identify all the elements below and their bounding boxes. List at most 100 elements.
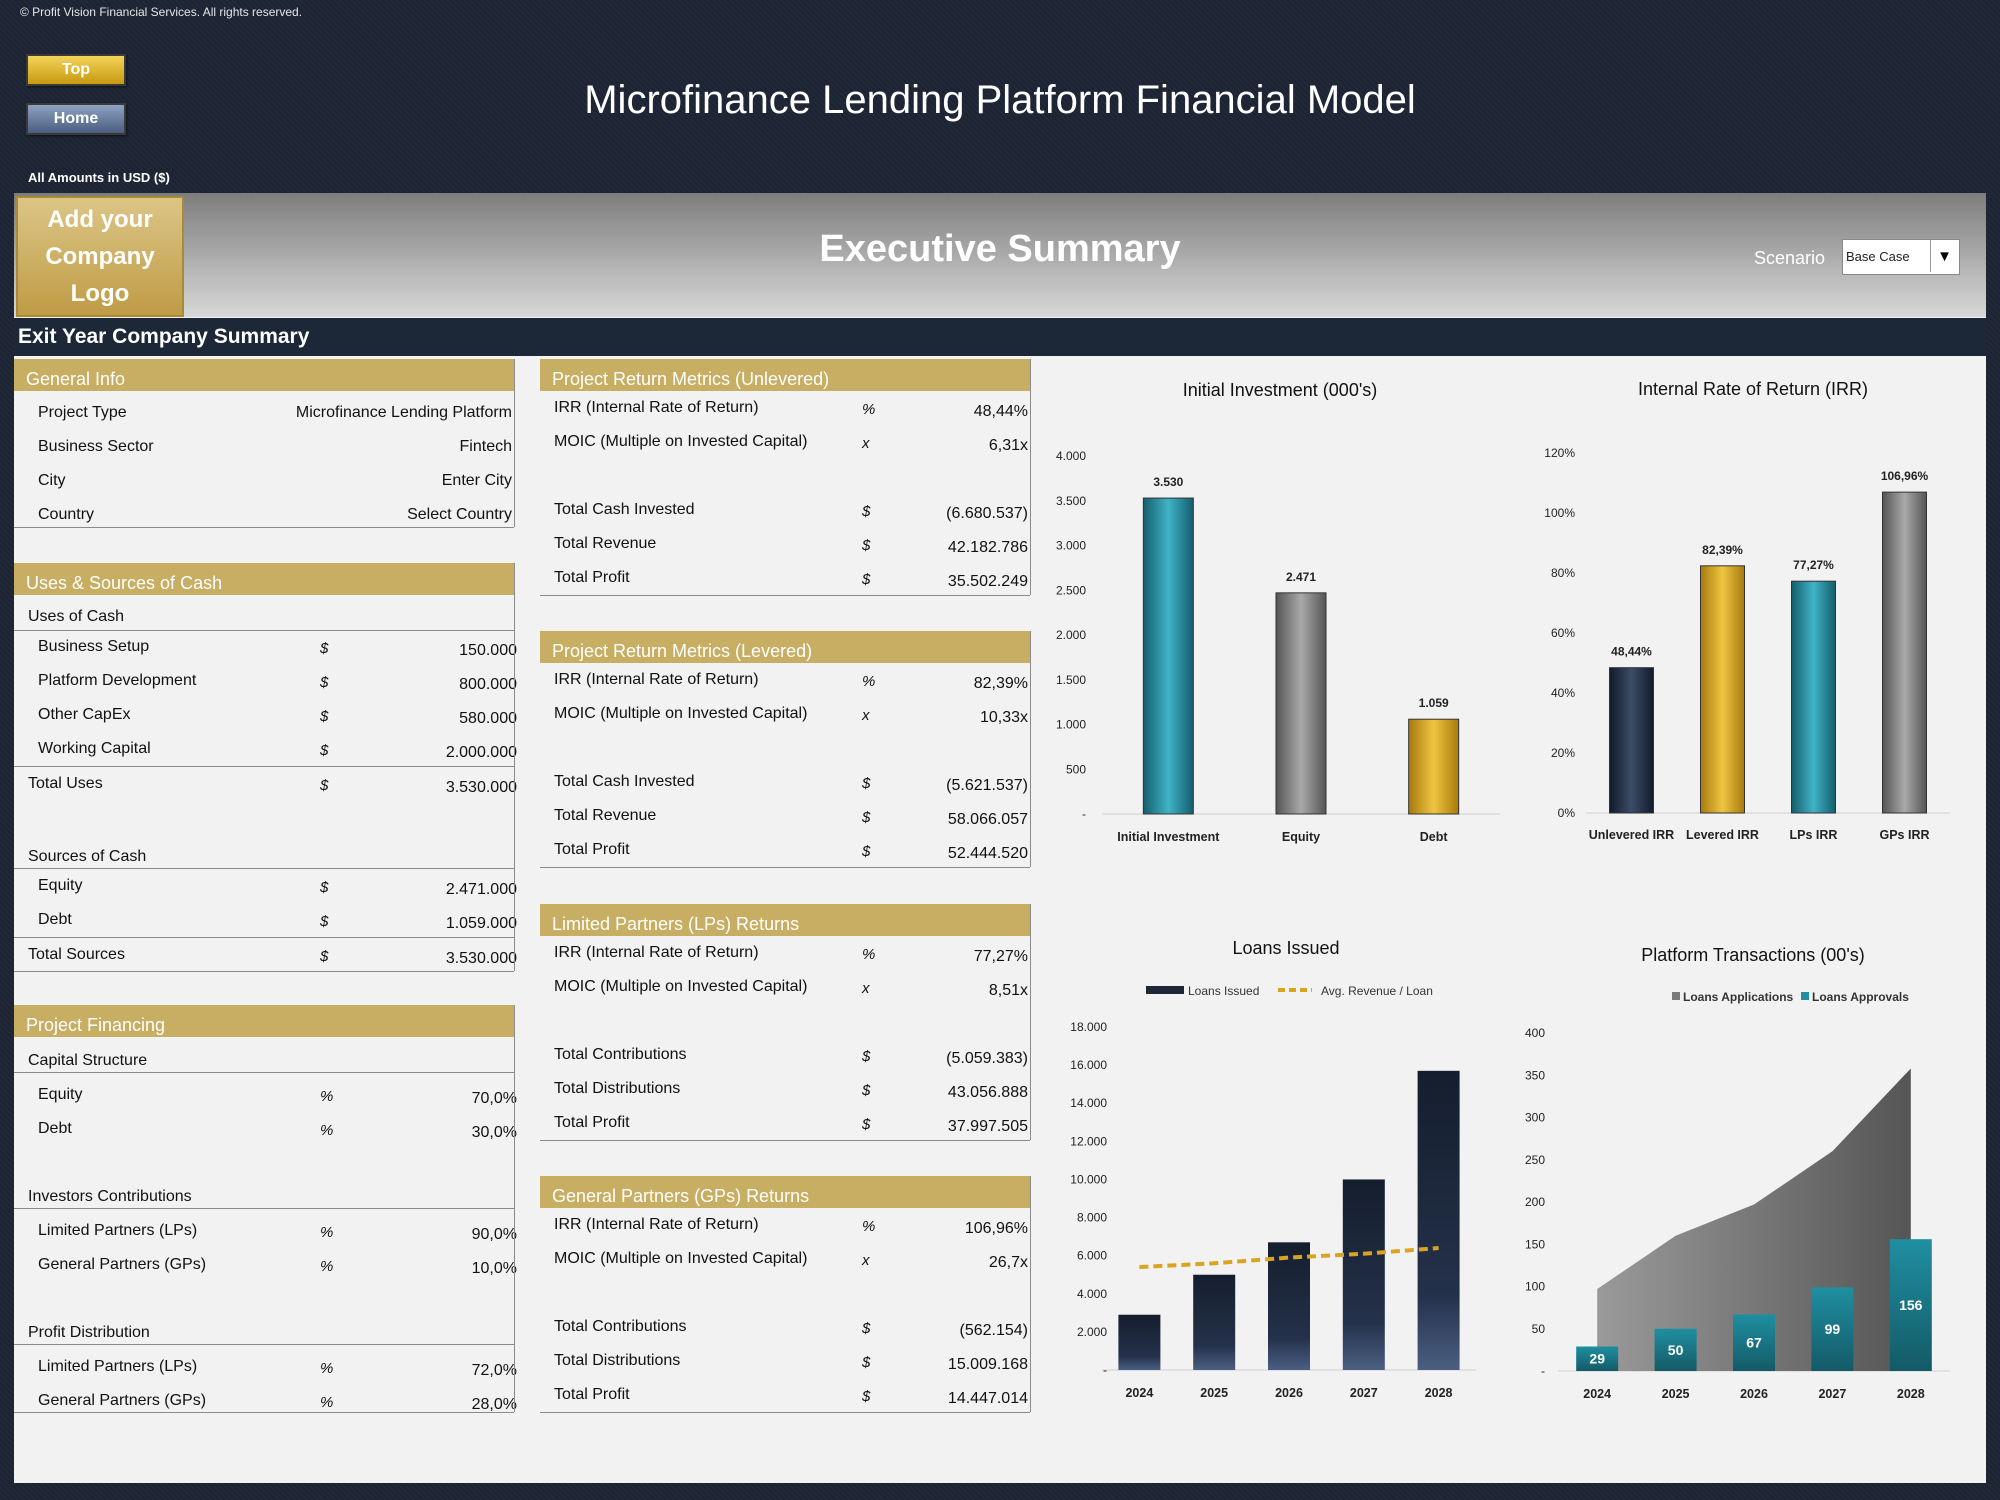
uses-sources-header: Uses & Sources of Cash — [14, 563, 514, 595]
divider-line — [14, 766, 514, 767]
chart-title-transactions: Platform Transactions (00's) — [1641, 945, 1865, 965]
total-uses-value: 3.530.000 — [445, 779, 517, 796]
levered-row-unit: $ — [862, 809, 871, 826]
legend-loans: Loans Issued — [1188, 984, 1259, 998]
lp-returns-row-label: Total Distributions — [554, 1080, 681, 1097]
general-info-label: Project Type — [38, 404, 127, 421]
unlevered-moic-value: 6,31x — [988, 437, 1028, 454]
lp-returns-row-value: 43.056.888 — [947, 1084, 1028, 1101]
lp-returns-row-label: Total Profit — [554, 1114, 630, 1131]
y-tick-label: 150 — [1525, 1237, 1545, 1251]
y-tick-label: 10.000 — [1070, 1172, 1107, 1186]
gp-returns-irr-unit: % — [862, 1218, 876, 1235]
legend-swatch-loans — [1146, 986, 1184, 994]
y-tick-label: 1.000 — [1056, 718, 1086, 732]
dropdown-arrow-icon[interactable]: ▼ — [1930, 240, 1958, 272]
x-tick-label: Levered IRR — [1686, 828, 1759, 842]
bar — [1733, 1314, 1775, 1371]
gp-returns-row-value: 15.009.168 — [947, 1356, 1028, 1373]
lp-returns-header: Limited Partners (LPs) Returns — [540, 904, 1030, 936]
scenario-value[interactable]: Base Case — [1846, 249, 1910, 264]
general-info-label: City — [38, 472, 66, 489]
gp-returns-moic-value: 26,7x — [988, 1254, 1028, 1271]
uses-row-label: Other CapEx — [38, 706, 131, 723]
x-tick-label: 2027 — [1350, 1386, 1378, 1400]
bar — [1889, 1239, 1932, 1371]
y-tick-label: 300 — [1525, 1111, 1545, 1125]
y-tick-label: 400 — [1525, 1026, 1545, 1040]
divider-line — [14, 937, 514, 938]
levered-moic-value: 10,33x — [979, 709, 1028, 726]
total-sources-unit: $ — [320, 948, 329, 965]
gp-returns-moic-label: MOIC (Multiple on Invested Capital) — [554, 1250, 808, 1267]
bar — [1268, 1242, 1310, 1370]
y-tick-label: - — [1541, 1364, 1545, 1378]
divider-line — [14, 527, 514, 528]
investors-row-value: 90,0% — [471, 1226, 517, 1243]
sources-row-label: Equity — [38, 877, 83, 894]
levered-row-value: (5.621.537) — [946, 777, 1028, 794]
uses-row-unit: $ — [320, 674, 329, 691]
general-info-value: Enter City — [441, 472, 512, 489]
sources-row-value: 2.471.000 — [445, 881, 517, 898]
profit-row-value: 28,0% — [471, 1396, 517, 1413]
unlevered-header: Project Return Metrics (Unlevered) — [540, 359, 1030, 391]
y-tick-label: 12.000 — [1070, 1134, 1107, 1148]
uses-row-unit: $ — [320, 742, 329, 759]
y-tick-label: 1.500 — [1056, 673, 1086, 687]
levered-irr-value: 82,39% — [973, 675, 1028, 692]
chart-title-investment: Initial Investment (000's) — [1182, 380, 1378, 400]
page-title: Microfinance Lending Platform Financial … — [584, 78, 1416, 122]
bar — [1700, 565, 1745, 814]
lp-returns-row-unit: $ — [862, 1116, 871, 1133]
y-tick-label: 2.000 — [1056, 628, 1086, 642]
y-tick-label: 60% — [1551, 626, 1575, 640]
unlevered-moic-label: MOIC (Multiple on Invested Capital) — [554, 433, 808, 450]
gp-returns-row-label: Total Contributions — [554, 1318, 687, 1335]
copyright-text: © Profit Vision Financial Services. All … — [20, 5, 303, 19]
lp-returns-moic-label: MOIC (Multiple on Invested Capital) — [554, 978, 808, 995]
uses-row-label: Platform Development — [38, 672, 197, 689]
capital-title: Capital Structure — [28, 1052, 148, 1069]
lp-returns-moic-value: 8,51x — [988, 982, 1028, 999]
top-button[interactable]: Top — [26, 54, 126, 86]
executive-summary-title: Executive Summary — [819, 228, 1181, 270]
lp-returns-irr-value: 77,27% — [973, 948, 1028, 965]
home-button[interactable]: Home — [26, 103, 126, 135]
sources-title: Sources of Cash — [28, 848, 147, 865]
uses-row-value: 2.000.000 — [445, 744, 517, 761]
unlevered-irr-label: IRR (Internal Rate of Return) — [554, 399, 759, 416]
unlevered-row-unit: $ — [862, 537, 871, 554]
y-tick-label: 3.500 — [1056, 494, 1086, 508]
y-tick-label: 14.000 — [1070, 1096, 1107, 1110]
general-info-header: General Info — [14, 359, 514, 391]
investors-row-label: Limited Partners (LPs) — [38, 1222, 198, 1239]
y-tick-label: 2.000 — [1077, 1325, 1107, 1339]
divider-line — [14, 1208, 514, 1209]
divider-line — [1030, 1176, 1031, 1412]
divider-line — [1030, 904, 1031, 1140]
y-tick-label: 40% — [1551, 686, 1575, 700]
y-tick-label: 18.000 — [1070, 1020, 1107, 1034]
total-sources-value: 3.530.000 — [445, 950, 517, 967]
legend-swatch-approvals — [1801, 992, 1809, 1000]
y-tick-label: 4.000 — [1077, 1287, 1107, 1301]
data-label: 1.059 — [1419, 696, 1449, 710]
y-tick-label: 3.000 — [1056, 539, 1086, 553]
y-tick-label: 20% — [1551, 746, 1575, 760]
unlevered-row-value: 42.182.786 — [947, 539, 1028, 556]
general-info-label: Business Sector — [38, 438, 154, 455]
data-label: 48,44% — [1611, 645, 1652, 659]
x-tick-label: Initial Investment — [1117, 830, 1220, 844]
x-tick-label: 2024 — [1583, 1387, 1611, 1401]
lp-returns-row-value: 37.997.505 — [947, 1118, 1028, 1135]
unlevered-moic-unit: x — [862, 435, 870, 452]
data-label: 3.530 — [1153, 475, 1183, 489]
divider-line — [1030, 631, 1031, 867]
unlevered-row-value: 35.502.249 — [947, 573, 1028, 590]
bar — [1142, 497, 1194, 815]
lp-returns-irr-unit: % — [862, 946, 876, 963]
company-logo-placeholder[interactable]: Add your Company Logo — [16, 196, 184, 317]
uses-row-unit: $ — [320, 640, 329, 657]
legend-applications: Loans Applications — [1683, 990, 1794, 1004]
